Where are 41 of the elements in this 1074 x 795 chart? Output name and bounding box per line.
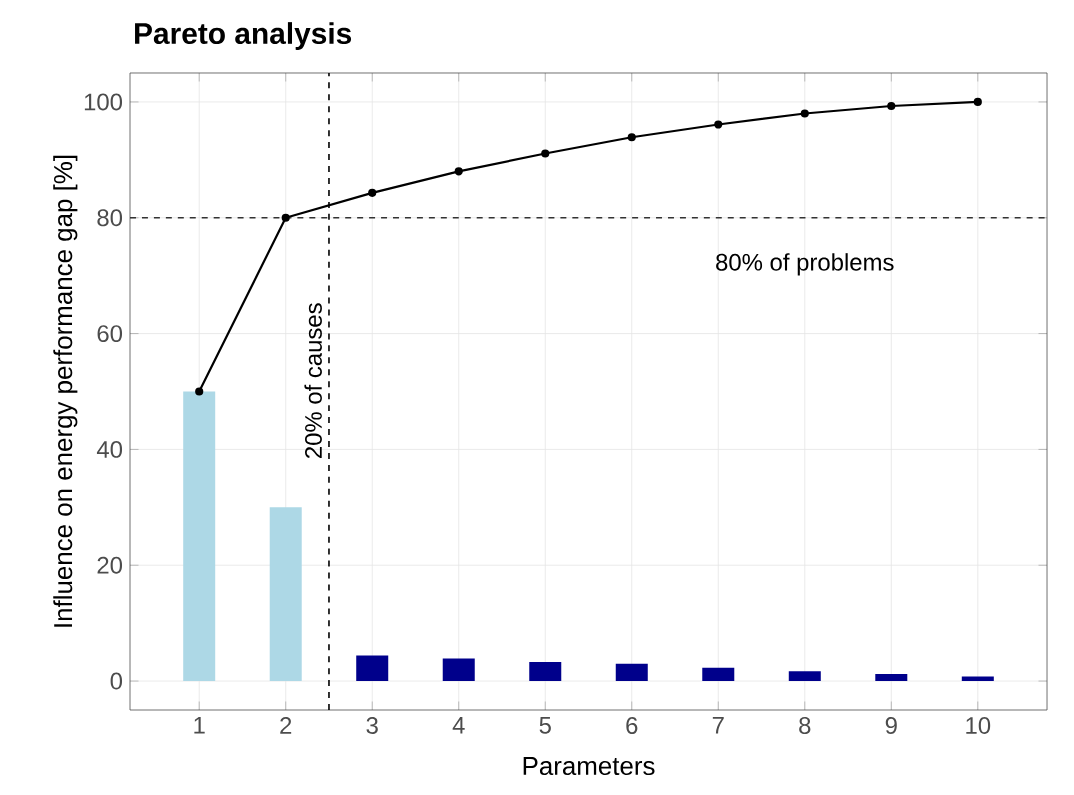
ref-line-label: 80% of problems <box>716 253 894 276</box>
x-tick-label: 2 <box>280 717 292 734</box>
x-tick-label: 6 <box>626 717 638 734</box>
x-tick-label: 3 <box>366 717 378 734</box>
bar <box>356 655 389 682</box>
point <box>887 101 896 111</box>
bar <box>615 663 648 682</box>
point <box>714 120 723 129</box>
x-tick-label: 4 <box>452 717 465 734</box>
point <box>541 149 550 158</box>
x-tick-label: 10 <box>966 717 991 734</box>
bar <box>961 676 994 682</box>
x-axis-title: Parameters <box>523 757 655 776</box>
bar <box>875 674 908 682</box>
x-tick-label: 1 <box>194 717 205 734</box>
y-tick-label: 100 <box>84 93 123 111</box>
point <box>454 167 463 176</box>
x-tick-label: 5 <box>539 717 551 734</box>
y-tick-label: 40 <box>96 440 123 458</box>
y-axis-title: Influence on energy performance gap [%] <box>53 155 78 627</box>
bar <box>529 661 562 682</box>
point <box>800 109 809 118</box>
y-tick-label: 60 <box>97 325 123 343</box>
bar <box>183 391 216 682</box>
point <box>973 97 982 107</box>
point <box>368 188 377 197</box>
y-tick-label: 20 <box>97 556 123 574</box>
bar <box>442 658 475 682</box>
ref-line-label: 20% of causes <box>304 303 322 458</box>
chart-title: Pareto analysis <box>135 22 352 50</box>
y-tick-label: 0 <box>110 672 123 690</box>
point <box>281 213 290 222</box>
point <box>195 387 204 396</box>
bar <box>702 667 735 682</box>
x-tick-label: 9 <box>885 717 897 734</box>
x-tick-label: 8 <box>799 717 811 734</box>
bar <box>269 507 302 682</box>
bar <box>788 671 821 682</box>
y-tick-label: 80 <box>97 209 123 227</box>
x-tick-label: 7 <box>712 717 724 734</box>
point <box>627 133 636 142</box>
